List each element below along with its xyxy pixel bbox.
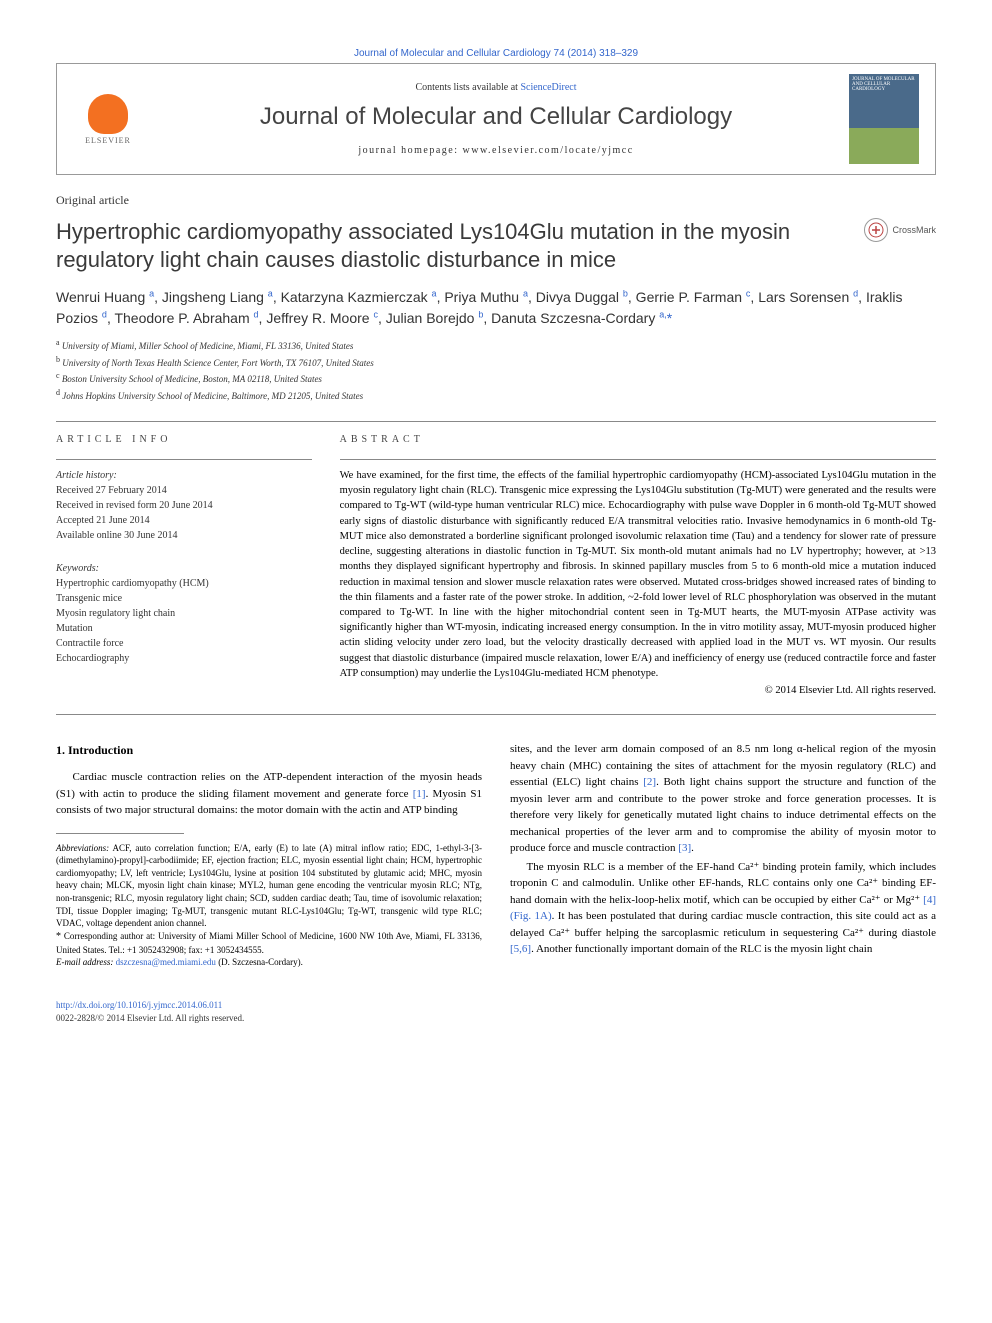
article-type: Original article xyxy=(56,193,936,208)
figure-link[interactable]: (Fig. 1A) xyxy=(510,910,552,922)
journal-name: Journal of Molecular and Cellular Cardio… xyxy=(159,103,833,131)
body-paragraph: Cardiac muscle contraction relies on the… xyxy=(56,769,482,819)
journal-cover-thumbnail: JOURNAL OF MOLECULAR AND CELLULAR CARDIO… xyxy=(849,74,919,164)
divider xyxy=(56,459,312,460)
abstract-text: We have examined, for the first time, th… xyxy=(340,468,936,681)
divider xyxy=(340,459,936,460)
footnotes: Abbreviations: ACF, auto correlation fun… xyxy=(56,842,482,969)
history-line: Received in revised form 20 June 2014 xyxy=(56,498,312,513)
email-name: (D. Szczesna-Cordary). xyxy=(216,957,303,967)
page-footer: http://dx.doi.org/10.1016/j.yjmcc.2014.0… xyxy=(56,999,936,1024)
keyword: Myosin regulatory light chain xyxy=(56,606,312,621)
divider xyxy=(56,714,936,715)
affiliation: b University of North Texas Health Scien… xyxy=(56,354,936,371)
keywords-block: Keywords: Hypertrophic cardiomyopathy (H… xyxy=(56,561,312,666)
email-footnote: E-mail address: dszczesna@med.miami.edu … xyxy=(56,956,482,969)
citation-link[interactable]: [3] xyxy=(678,842,691,854)
intro-heading: 1. Introduction xyxy=(56,741,482,759)
doi-link[interactable]: http://dx.doi.org/10.1016/j.yjmcc.2014.0… xyxy=(56,1000,222,1010)
keyword: Hypertrophic cardiomyopathy (HCM) xyxy=(56,576,312,591)
citation-link[interactable]: [1] xyxy=(413,788,426,800)
history-label: Article history: xyxy=(56,470,117,481)
authors-list: Wenrui Huang a, Jingsheng Liang a, Katar… xyxy=(56,287,936,329)
sciencedirect-link[interactable]: ScienceDirect xyxy=(520,82,576,93)
issn-copyright: 0022-2828/© 2014 Elsevier Ltd. All right… xyxy=(56,1012,936,1025)
publisher-brand: ELSEVIER xyxy=(85,136,131,145)
article-title: Hypertrophic cardiomyopathy associated L… xyxy=(56,218,848,273)
article-history: Article history: Received 27 February 20… xyxy=(56,468,312,543)
history-line: Received 27 February 2014 xyxy=(56,483,312,498)
homepage-prefix: journal homepage: xyxy=(358,145,462,156)
affiliation: c Boston University School of Medicine, … xyxy=(56,370,936,387)
cover-text: JOURNAL OF MOLECULAR AND CELLULAR CARDIO… xyxy=(852,77,915,92)
crossmark-badge[interactable]: CrossMark xyxy=(864,218,936,242)
abbreviations-footnote: Abbreviations: ACF, auto correlation fun… xyxy=(56,842,482,930)
elsevier-logo-icon: ELSEVIER xyxy=(73,84,143,154)
abstract-label: ABSTRACT xyxy=(340,434,936,445)
keyword: Contractile force xyxy=(56,636,312,651)
citation-link[interactable]: [5,6] xyxy=(510,943,531,955)
affiliation: d Johns Hopkins University School of Med… xyxy=(56,387,936,404)
abbrev-text: ACF, auto correlation function; E/A, ear… xyxy=(56,843,482,929)
affiliation: a University of Miami, Miller School of … xyxy=(56,337,936,354)
contents-prefix: Contents lists available at xyxy=(415,82,520,93)
article-info-label: ARTICLE INFO xyxy=(56,434,312,445)
body-paragraph: sites, and the lever arm domain composed… xyxy=(510,741,936,857)
keyword: Transgenic mice xyxy=(56,591,312,606)
body-two-column: 1. Introduction Cardiac muscle contracti… xyxy=(56,741,936,969)
abstract-copyright: © 2014 Elsevier Ltd. All rights reserved… xyxy=(340,685,936,696)
divider xyxy=(56,421,936,422)
homepage-url[interactable]: www.elsevier.com/locate/yjmcc xyxy=(463,145,634,156)
crossmark-icon xyxy=(864,218,888,242)
crossmark-label: CrossMark xyxy=(892,225,936,235)
elsevier-tree-icon xyxy=(88,94,128,134)
keyword: Echocardiography xyxy=(56,651,312,666)
journal-ref-header[interactable]: Journal of Molecular and Cellular Cardio… xyxy=(56,48,936,59)
affiliations-list: a University of Miami, Miller School of … xyxy=(56,337,936,403)
citation-link[interactable]: [2] xyxy=(643,776,656,788)
keywords-label: Keywords: xyxy=(56,561,312,576)
citation-link[interactable]: [4] xyxy=(923,894,936,906)
corresponding-author-footnote: * Corresponding author at: University of… xyxy=(56,930,482,957)
history-line: Accepted 21 June 2014 xyxy=(56,513,312,528)
history-line: Available online 30 June 2014 xyxy=(56,528,312,543)
contents-available-line: Contents lists available at ScienceDirec… xyxy=(159,82,833,93)
body-text: . It has been postulated that during car… xyxy=(510,910,936,939)
body-text: . xyxy=(691,842,694,854)
email-link[interactable]: dszczesna@med.miami.edu xyxy=(113,957,216,967)
body-text: The myosin RLC is a member of the EF-han… xyxy=(510,861,936,906)
journal-banner: ELSEVIER Contents lists available at Sci… xyxy=(56,63,936,175)
body-paragraph: The myosin RLC is a member of the EF-han… xyxy=(510,859,936,958)
body-text: . Another functionally important domain … xyxy=(531,943,872,955)
corr-author-text: Corresponding author at: University of M… xyxy=(56,931,482,955)
keyword: Mutation xyxy=(56,621,312,636)
footnote-divider xyxy=(56,833,184,834)
email-label: E-mail address: xyxy=(56,957,113,967)
journal-homepage-line: journal homepage: www.elsevier.com/locat… xyxy=(159,145,833,156)
abbrev-label: Abbreviations: xyxy=(56,843,109,853)
